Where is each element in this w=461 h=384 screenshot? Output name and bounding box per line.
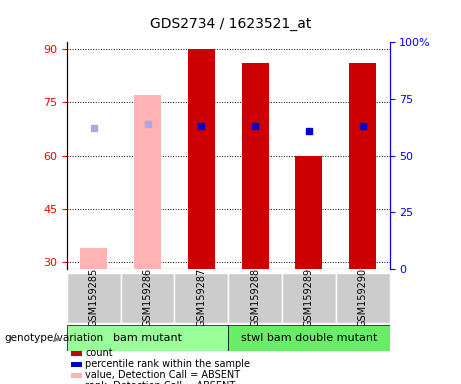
Bar (67, 325, 228, 351)
Bar (228, 273, 282, 323)
Text: GSM159288: GSM159288 (250, 268, 260, 327)
Text: stwl bam double mutant: stwl bam double mutant (241, 333, 377, 343)
Text: GSM159290: GSM159290 (358, 268, 368, 327)
Text: percentile rank within the sample: percentile rank within the sample (85, 359, 250, 369)
Bar (121, 273, 174, 323)
Bar (349, 63, 376, 269)
Text: GSM159286: GSM159286 (142, 268, 153, 327)
Text: rank, Detection Call = ABSENT: rank, Detection Call = ABSENT (85, 381, 236, 384)
Bar (188, 49, 215, 269)
Bar (174, 273, 228, 323)
Bar (134, 95, 161, 269)
Text: GSM159285: GSM159285 (89, 268, 99, 327)
Text: genotype/variation: genotype/variation (5, 333, 104, 343)
Bar (296, 156, 322, 269)
Text: value, Detection Call = ABSENT: value, Detection Call = ABSENT (85, 370, 240, 380)
Bar (242, 63, 268, 269)
Bar (282, 273, 336, 323)
Bar (67, 273, 121, 323)
Text: ►: ► (54, 333, 62, 343)
Text: bam mutant: bam mutant (113, 333, 182, 343)
Text: count: count (85, 348, 113, 358)
Bar (228, 325, 390, 351)
Text: GSM159287: GSM159287 (196, 268, 207, 327)
Text: GDS2734 / 1623521_at: GDS2734 / 1623521_at (150, 17, 311, 31)
Bar (80, 248, 107, 269)
Text: GSM159289: GSM159289 (304, 268, 314, 327)
Bar (336, 273, 390, 323)
